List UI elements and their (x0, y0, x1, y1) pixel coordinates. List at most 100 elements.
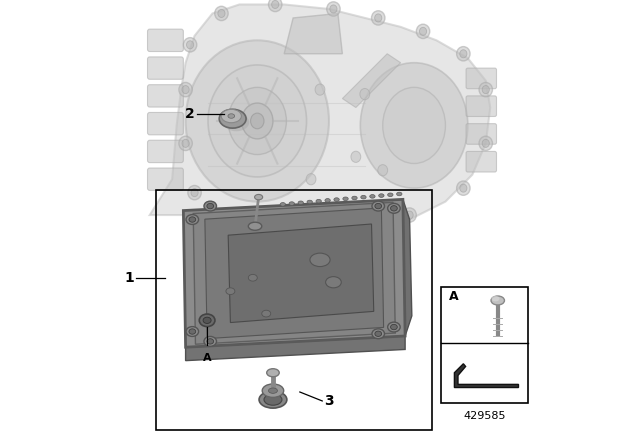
Ellipse shape (306, 173, 316, 185)
Ellipse shape (390, 206, 397, 211)
Ellipse shape (315, 84, 325, 95)
Ellipse shape (310, 253, 330, 267)
Ellipse shape (326, 2, 340, 16)
Ellipse shape (282, 221, 296, 236)
FancyBboxPatch shape (148, 168, 184, 190)
Ellipse shape (248, 222, 262, 230)
Ellipse shape (397, 192, 402, 196)
Ellipse shape (226, 288, 235, 295)
Ellipse shape (199, 314, 215, 327)
Ellipse shape (259, 391, 287, 408)
Ellipse shape (228, 114, 235, 118)
Ellipse shape (340, 221, 354, 236)
Ellipse shape (179, 136, 193, 151)
Ellipse shape (269, 388, 278, 393)
Ellipse shape (186, 41, 194, 49)
Ellipse shape (361, 195, 366, 199)
Polygon shape (342, 54, 401, 108)
Polygon shape (228, 224, 374, 323)
Text: 2: 2 (185, 107, 195, 121)
Bar (441, 287, 529, 403)
Ellipse shape (326, 277, 341, 288)
Polygon shape (403, 199, 412, 336)
Ellipse shape (482, 86, 490, 94)
Text: A: A (449, 290, 459, 303)
Ellipse shape (204, 336, 216, 346)
Ellipse shape (491, 296, 504, 305)
Ellipse shape (370, 194, 375, 198)
Polygon shape (205, 208, 383, 339)
Ellipse shape (285, 224, 292, 233)
Ellipse shape (343, 197, 348, 201)
Text: 1: 1 (124, 271, 134, 285)
Polygon shape (284, 13, 342, 54)
Ellipse shape (255, 194, 262, 200)
Ellipse shape (416, 24, 430, 39)
FancyBboxPatch shape (148, 57, 184, 79)
FancyBboxPatch shape (466, 151, 497, 172)
Ellipse shape (271, 0, 279, 9)
Polygon shape (184, 199, 405, 347)
Ellipse shape (207, 339, 214, 344)
Ellipse shape (371, 11, 385, 25)
Ellipse shape (219, 109, 246, 128)
Ellipse shape (307, 200, 312, 204)
Ellipse shape (388, 203, 400, 213)
Ellipse shape (406, 211, 413, 219)
FancyBboxPatch shape (148, 140, 184, 163)
Ellipse shape (403, 208, 417, 222)
Ellipse shape (390, 324, 397, 330)
Ellipse shape (228, 87, 287, 155)
Ellipse shape (388, 322, 400, 332)
Ellipse shape (223, 113, 249, 131)
Ellipse shape (242, 103, 273, 139)
Ellipse shape (189, 217, 196, 222)
Ellipse shape (298, 201, 303, 205)
Ellipse shape (325, 198, 330, 202)
Ellipse shape (262, 310, 271, 317)
FancyBboxPatch shape (148, 29, 184, 52)
Text: 429585: 429585 (463, 411, 506, 421)
Ellipse shape (388, 193, 393, 197)
Ellipse shape (375, 331, 381, 336)
Text: 3: 3 (324, 394, 334, 408)
Ellipse shape (379, 194, 384, 198)
Ellipse shape (374, 14, 382, 22)
Ellipse shape (186, 215, 198, 224)
Ellipse shape (492, 296, 500, 302)
Ellipse shape (218, 9, 225, 17)
Text: A: A (203, 353, 211, 362)
Ellipse shape (191, 189, 198, 197)
Ellipse shape (316, 199, 321, 203)
Ellipse shape (188, 185, 201, 200)
Ellipse shape (456, 181, 470, 195)
Bar (157, 190, 432, 430)
Ellipse shape (269, 0, 282, 12)
Ellipse shape (207, 203, 214, 209)
Ellipse shape (372, 329, 385, 339)
Ellipse shape (262, 384, 284, 397)
Ellipse shape (186, 327, 198, 336)
Ellipse shape (456, 47, 470, 61)
Ellipse shape (360, 89, 370, 100)
Ellipse shape (419, 27, 427, 35)
Polygon shape (454, 364, 518, 388)
Ellipse shape (182, 139, 189, 147)
Ellipse shape (204, 201, 216, 211)
Ellipse shape (264, 394, 282, 405)
Ellipse shape (208, 65, 307, 177)
Ellipse shape (460, 184, 467, 192)
FancyBboxPatch shape (466, 96, 497, 116)
Polygon shape (193, 202, 396, 344)
Ellipse shape (330, 5, 337, 13)
FancyBboxPatch shape (148, 112, 184, 135)
Ellipse shape (378, 165, 388, 176)
Ellipse shape (352, 196, 357, 200)
Ellipse shape (289, 202, 294, 205)
Ellipse shape (343, 224, 351, 233)
FancyBboxPatch shape (466, 68, 497, 89)
Ellipse shape (248, 274, 257, 281)
FancyBboxPatch shape (466, 124, 497, 144)
Ellipse shape (182, 86, 189, 94)
Ellipse shape (460, 50, 467, 58)
